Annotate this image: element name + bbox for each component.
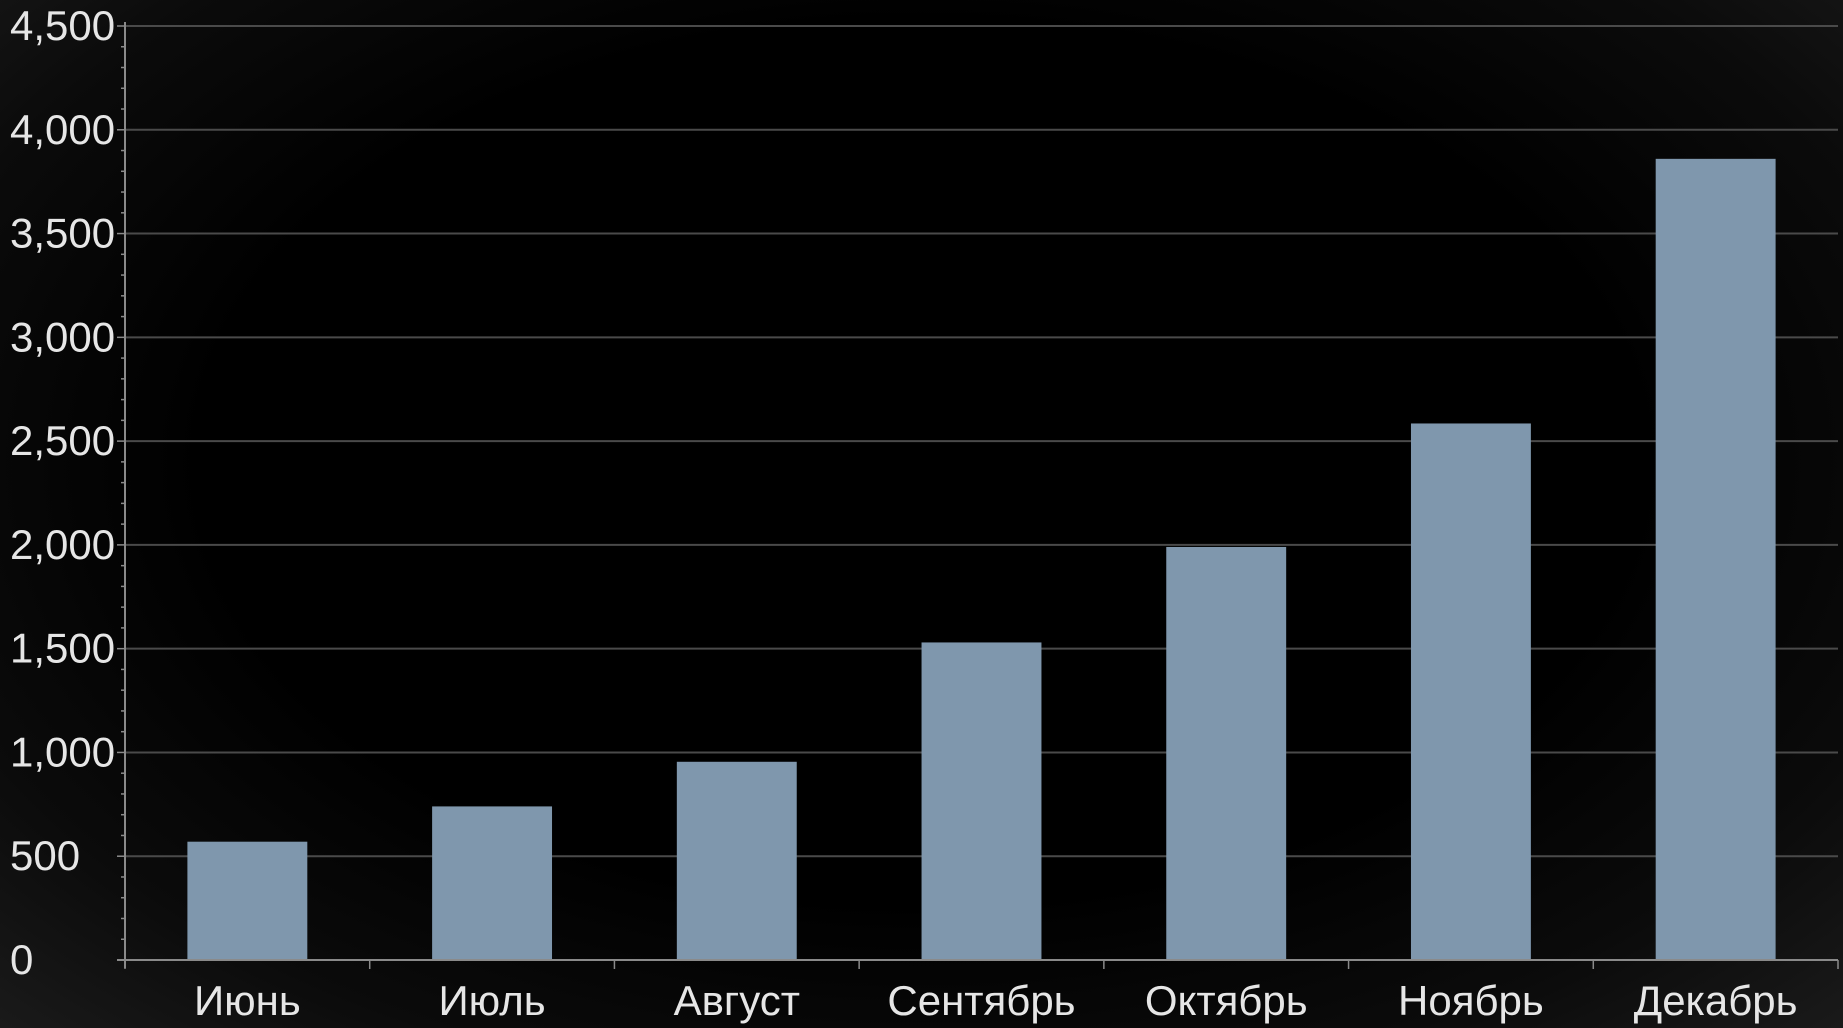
x-tick-label: Декабрь — [1634, 977, 1798, 1024]
x-tick-label: Сентябрь — [887, 977, 1075, 1024]
y-tick-labels: 0 500 1,000 1,500 2,000 2,500 3,000 3,500 4,000 4… — [10, 2, 115, 983]
x-tick-labels: Июнь Июль Август Сентябрь Октябрь Ноябрь Декаб… — [194, 977, 1798, 1024]
y-tick-label: 1,500 — [10, 625, 115, 672]
bar-2 — [432, 806, 553, 960]
y-tick-label: 4,000 — [10, 106, 115, 153]
y-tick-label: 2,000 — [10, 521, 115, 568]
y-tick-label: 0 — [10, 936, 33, 983]
y-tick-label: 2,500 — [10, 417, 115, 464]
x-tick-label: Ноябрь — [1398, 977, 1544, 1024]
x-tick-label: Июль — [438, 977, 545, 1024]
bar-5 — [1166, 546, 1287, 960]
y-tick-label: 4,500 — [10, 2, 115, 49]
y-tick-label: 3,500 — [10, 210, 115, 257]
gridlines — [125, 25, 1838, 858]
x-tick-label: Август — [674, 977, 800, 1024]
x-tick-label: Июнь — [194, 977, 301, 1024]
axes — [117, 22, 1839, 969]
bar-1 — [187, 841, 308, 960]
bar-4 — [921, 642, 1042, 960]
bars — [187, 158, 1776, 961]
y-tick-label: 1,000 — [10, 728, 115, 775]
y-tick-label: 3,000 — [10, 313, 115, 360]
bar-6 — [1410, 423, 1531, 961]
bar-3 — [676, 761, 797, 960]
bar-7 — [1655, 158, 1776, 960]
x-tick-label: Октябрь — [1145, 977, 1308, 1024]
y-tick-label: 500 — [10, 832, 80, 879]
